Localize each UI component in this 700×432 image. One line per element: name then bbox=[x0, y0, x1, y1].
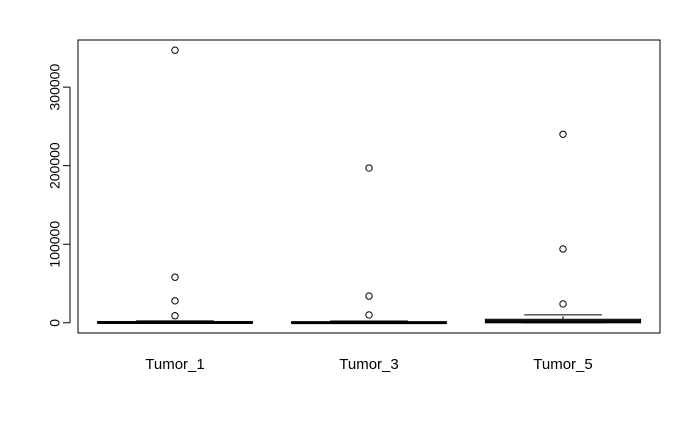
x-category-label: Tumor_1 bbox=[145, 356, 204, 373]
y-axis: 0 100000 200000 300000 bbox=[47, 64, 71, 327]
y-tick-label: 200000 bbox=[47, 142, 63, 189]
outlier-point bbox=[171, 312, 179, 320]
x-category-label: Tumor_3 bbox=[339, 356, 398, 373]
outlier-point bbox=[559, 245, 567, 253]
outlier-point bbox=[559, 130, 567, 138]
plot-frame bbox=[77, 39, 661, 334]
outlier-point bbox=[365, 292, 373, 300]
box-tumor-3 bbox=[290, 164, 448, 325]
x-axis-labels: Tumor_1 Tumor_3 Tumor_5 bbox=[145, 356, 592, 373]
outlier-point bbox=[171, 297, 179, 305]
y-tick-label: 0 bbox=[47, 319, 63, 327]
outlier-point bbox=[171, 273, 179, 281]
outlier-point bbox=[559, 300, 567, 308]
outlier-point bbox=[365, 311, 373, 319]
box-tumor-5 bbox=[484, 130, 642, 324]
outlier-point bbox=[365, 164, 373, 172]
y-tick-label: 100000 bbox=[47, 221, 63, 268]
box-tumor-1 bbox=[96, 46, 254, 325]
outlier-point bbox=[171, 46, 179, 54]
boxes bbox=[96, 46, 642, 325]
y-tick-label: 300000 bbox=[47, 64, 63, 111]
x-category-label: Tumor_5 bbox=[533, 356, 592, 373]
